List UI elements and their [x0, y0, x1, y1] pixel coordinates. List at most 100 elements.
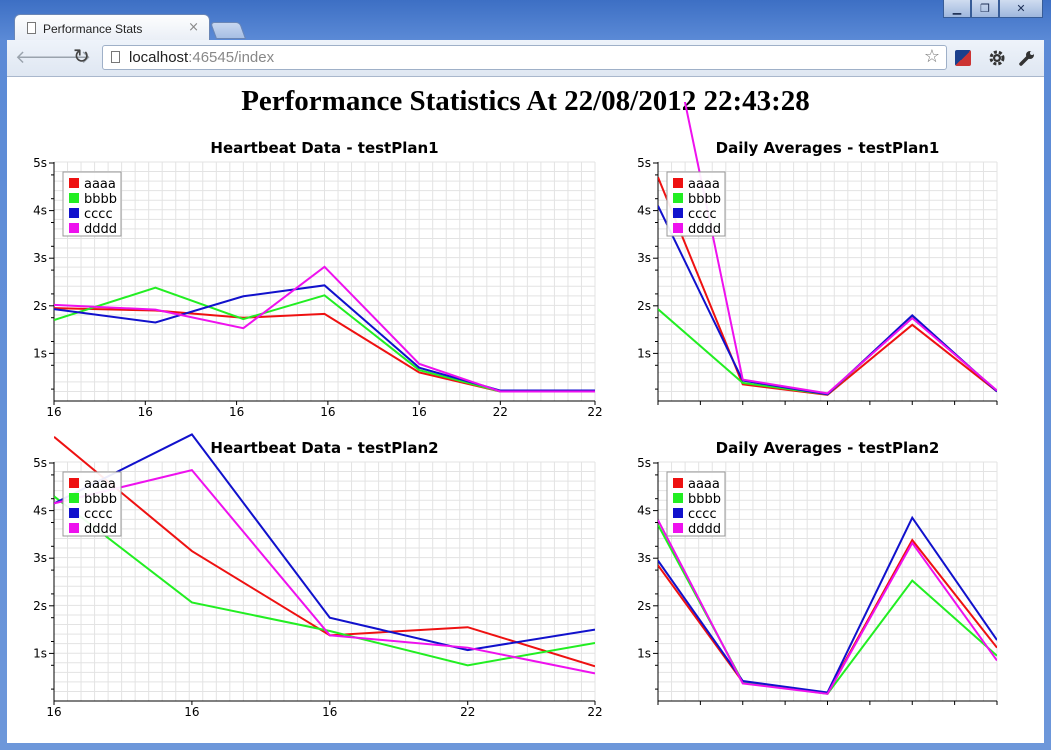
chart-svg: Daily Averages - testPlan2 1s 2s 3s 4s 5s aaaa…: [637, 439, 998, 705]
x-tick-label: 16: [322, 705, 337, 719]
y-tick-label: 5s: [637, 456, 651, 470]
x-tick-label: 22: [587, 705, 602, 719]
y-tick-label: 4s: [33, 504, 47, 518]
y-tick-label: 1s: [637, 346, 651, 360]
y-tick-label: 2s: [33, 599, 47, 613]
x-tick-label: 22: [493, 405, 508, 419]
x-tick-label: 16: [229, 405, 244, 419]
chart-svg: Daily Averages - testPlan1 1s 2s 3s 4s 5s aaaa…: [637, 102, 998, 405]
y-tick-label: 2s: [637, 599, 651, 613]
y-tick-label: 4s: [33, 204, 47, 218]
x-tick-label: 22: [587, 405, 602, 419]
series-line-cccc: [54, 433, 595, 652]
url-text: localhost:46545/index: [129, 49, 274, 66]
legend-swatch-bbbb: [673, 493, 683, 503]
series-line-dddd: [54, 469, 595, 675]
y-tick-label: 1s: [33, 646, 47, 660]
legend-label-dddd: dddd: [84, 222, 117, 237]
new-tab-button[interactable]: [209, 22, 247, 39]
series-line-bbbb: [658, 524, 997, 695]
address-bar[interactable]: localhost:46545/index ☆: [102, 45, 947, 70]
legend-label-bbbb: bbbb: [84, 192, 117, 207]
y-tick-label: 3s: [33, 551, 47, 565]
legend-label-aaaa: aaaa: [688, 477, 720, 492]
legend-swatch-bbbb: [69, 193, 79, 203]
chart-title: Daily Averages - testPlan1: [716, 139, 940, 157]
legend-swatch-bbbb: [673, 193, 683, 203]
legend-swatch-dddd: [673, 223, 683, 233]
legend-swatch-cccc: [69, 508, 79, 518]
page-icon: [27, 22, 36, 34]
x-tick-label: 16: [184, 705, 199, 719]
legend-label-dddd: dddd: [688, 222, 721, 237]
chart-grid: [53, 161, 596, 402]
window-controls: ▁ ❐ ✕: [943, 0, 1043, 19]
chart-svg: Heartbeat Data - testPlan1 1s 2s 3s 4s 5s 16 16…: [33, 139, 603, 419]
back-icon[interactable]: 🡐: [15, 47, 64, 68]
extension-icon[interactable]: [955, 50, 971, 66]
reload-icon[interactable]: ↻: [73, 44, 90, 68]
legend-label-aaaa: aaaa: [84, 177, 116, 192]
page-title: Performance Statistics At 22/08/2012 22:…: [241, 85, 810, 117]
page-content: Performance Statistics At 22/08/2012 22:…: [7, 77, 1044, 743]
legend-swatch-aaaa: [69, 478, 79, 488]
legend-label-cccc: cccc: [84, 207, 113, 222]
legend-swatch-cccc: [69, 208, 79, 218]
x-tick-label: 16: [320, 405, 335, 419]
legend-swatch-aaaa: [69, 178, 79, 188]
y-tick-label: 5s: [33, 156, 47, 170]
y-tick-label: 1s: [637, 646, 651, 660]
legend-swatch-cccc: [673, 208, 683, 218]
wrench-icon[interactable]: [1018, 49, 1036, 67]
y-tick-label: 2s: [33, 299, 47, 313]
x-tick-label: 16: [138, 405, 153, 419]
legend-label-aaaa: aaaa: [688, 177, 720, 192]
legend-label-cccc: cccc: [688, 207, 717, 222]
x-tick-label: 16: [46, 405, 61, 419]
tab-performance-stats[interactable]: Performance Stats ×: [14, 14, 210, 41]
legend-label-cccc: cccc: [84, 507, 113, 522]
legend-swatch-cccc: [673, 508, 683, 518]
gear-icon[interactable]: [988, 49, 1006, 67]
legend-swatch-aaaa: [673, 478, 683, 488]
chart-title: Daily Averages - testPlan2: [716, 439, 940, 457]
bookmark-star-icon[interactable]: ☆: [923, 46, 940, 67]
legend-label-bbbb: bbbb: [84, 492, 117, 507]
legend-label-bbbb: bbbb: [688, 192, 721, 207]
legend-swatch-bbbb: [69, 493, 79, 503]
y-tick-label: 3s: [637, 551, 651, 565]
close-icon[interactable]: ×: [188, 20, 199, 35]
chart-svg: Heartbeat Data - testPlan2 1s 2s 3s 4s 5s 16 16…: [33, 433, 603, 719]
legend-label-dddd: dddd: [84, 522, 117, 537]
legend-swatch-dddd: [69, 523, 79, 533]
x-tick-label: 16: [46, 705, 61, 719]
url-port-path: :46545/index: [188, 49, 275, 66]
legend-swatch-aaaa: [673, 178, 683, 188]
legend-label-cccc: cccc: [688, 507, 717, 522]
page-icon: [111, 51, 120, 63]
tab-title: Performance Stats: [43, 22, 143, 36]
legend-swatch-dddd: [69, 223, 79, 233]
url-host: localhost: [129, 49, 189, 66]
series-line-bbbb: [54, 495, 595, 667]
y-tick-label: 5s: [33, 456, 47, 470]
legend-swatch-dddd: [673, 523, 683, 533]
y-tick-label: 3s: [33, 251, 47, 265]
series-line-dddd: [54, 265, 595, 393]
y-tick-label: 4s: [637, 504, 651, 518]
minimize-icon[interactable]: ▁: [943, 0, 971, 18]
restore-icon[interactable]: ❐: [971, 0, 999, 18]
legend-label-aaaa: aaaa: [84, 477, 116, 492]
forward-icon[interactable]: 🡒: [43, 47, 92, 68]
x-tick-label: 22: [460, 705, 475, 719]
series-line-dddd: [683, 102, 997, 395]
y-tick-label: 3s: [637, 251, 651, 265]
legend-label-dddd: dddd: [688, 522, 721, 537]
legend-label-bbbb: bbbb: [688, 492, 721, 507]
y-tick-label: 5s: [637, 156, 651, 170]
close-window-icon[interactable]: ✕: [999, 0, 1043, 18]
y-tick-label: 1s: [33, 346, 47, 360]
series-line-dddd: [658, 519, 997, 695]
chart-title: Heartbeat Data - testPlan2: [210, 439, 438, 457]
